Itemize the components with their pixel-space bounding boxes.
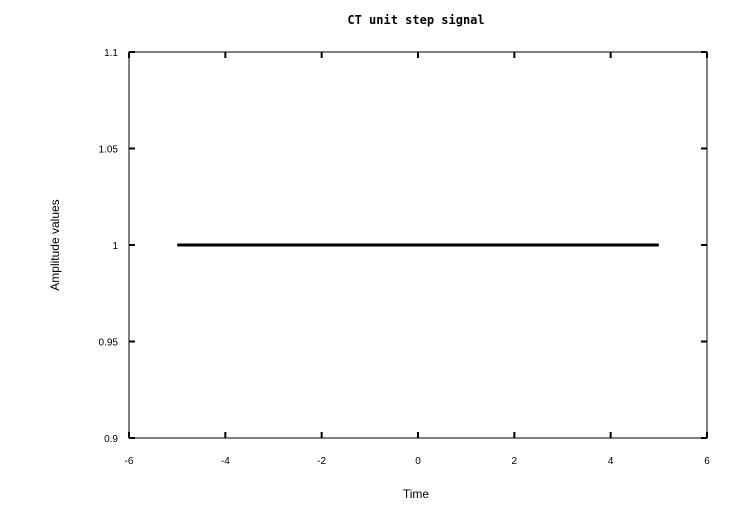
y-axis-ticks: [129, 51, 707, 439]
y-tick-label: 1.05: [99, 145, 119, 156]
y-tick-label: 1: [112, 241, 118, 252]
y-tick-label: 1.1: [104, 48, 118, 59]
chart-title: CT unit step signal: [347, 13, 484, 27]
y-axis-label: Amplitude values: [48, 199, 62, 290]
x-tick-label: 6: [704, 456, 710, 467]
x-tick-label: -2: [317, 456, 326, 467]
plot-area: [128, 51, 708, 439]
x-tick-label: -4: [221, 456, 230, 467]
x-tick-label: -6: [125, 456, 134, 467]
x-tick-label: 0: [415, 456, 421, 467]
x-tick-label: 4: [608, 456, 614, 467]
x-axis-tick-labels: -6 -4 -2 0 2 4 6: [125, 456, 711, 467]
y-axis-tick-labels: 0.9 0.95 1 1.05 1.1: [99, 48, 119, 445]
x-tick-label: 2: [512, 456, 518, 467]
x-axis-label: Time: [403, 487, 430, 501]
y-tick-label: 0.95: [99, 338, 119, 349]
y-tick-label: 0.9: [104, 434, 118, 445]
